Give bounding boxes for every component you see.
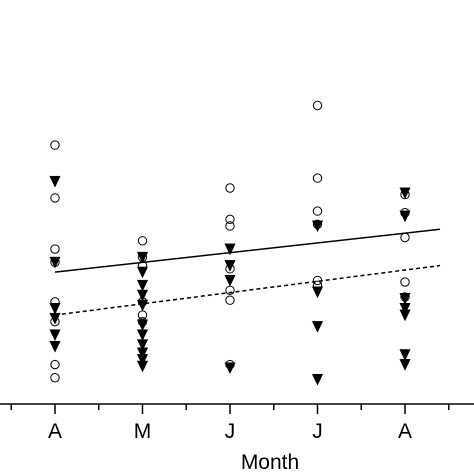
data-point-filled-triangle	[136, 299, 149, 312]
data-point-open-circle	[400, 277, 410, 287]
data-point-filled-triangle	[311, 321, 324, 333]
data-point-filled-triangle	[49, 340, 61, 353]
data-point-filled-triangle	[136, 289, 149, 302]
trend-line-dashed	[54, 264, 441, 316]
trend-line-solid	[54, 228, 441, 273]
data-point-filled-triangle	[399, 359, 411, 371]
x-tick-label: M	[134, 420, 152, 443]
data-point-open-circle	[50, 244, 60, 254]
data-point-filled-triangle	[399, 187, 411, 200]
data-point-open-circle	[50, 140, 60, 150]
data-point-filled-triangle	[136, 319, 149, 332]
data-point-filled-triangle	[399, 303, 411, 315]
data-point-open-circle	[312, 173, 323, 183]
data-point-filled-triangle	[136, 251, 149, 264]
data-point-open-circle	[137, 236, 148, 246]
data-point-filled-triangle	[399, 293, 411, 305]
data-point-filled-triangle	[311, 286, 324, 299]
data-point-filled-triangle	[224, 274, 236, 287]
data-point-open-circle	[312, 275, 323, 286]
data-point-filled-triangle	[399, 309, 411, 322]
data-point-filled-triangle	[49, 256, 61, 269]
data-point-filled-triangle	[136, 329, 149, 342]
data-point-filled-triangle	[399, 349, 411, 361]
data-point-filled-triangle	[49, 312, 61, 325]
data-point-open-circle	[225, 183, 235, 193]
data-point-open-circle	[400, 232, 410, 243]
data-point-open-circle	[312, 100, 323, 111]
data-points	[49, 100, 411, 386]
data-point-filled-triangle	[136, 339, 149, 352]
data-point-filled-triangle	[49, 175, 61, 188]
data-point-filled-triangle	[311, 373, 324, 386]
data-point-filled-triangle	[136, 354, 149, 366]
data-point-open-circle	[50, 373, 60, 383]
x-axis-title: Month	[241, 451, 299, 474]
data-point-filled-triangle	[136, 266, 149, 279]
data-point-filled-triangle	[136, 279, 149, 292]
data-point-open-circle	[225, 214, 235, 225]
data-point-filled-triangle	[311, 220, 324, 233]
data-point-filled-triangle	[399, 210, 411, 223]
data-point-open-circle	[312, 206, 323, 216]
data-point-filled-triangle	[136, 360, 149, 373]
data-point-open-circle	[225, 295, 235, 305]
data-point-filled-triangle	[224, 243, 236, 256]
data-point-open-circle	[50, 359, 60, 370]
data-point-filled-triangle	[49, 329, 61, 342]
data-point-filled-triangle	[224, 260, 236, 272]
x-tick-label: J	[312, 420, 323, 443]
x-tick-label: J	[225, 420, 236, 443]
data-point-open-circle	[225, 221, 235, 231]
data-point-open-circle	[50, 193, 60, 203]
data-point-filled-triangle	[136, 347, 149, 360]
x-tick-label: A	[398, 420, 412, 443]
data-point-filled-triangle	[49, 303, 61, 315]
data-point-filled-triangle	[224, 362, 236, 375]
x-tick-label: A	[48, 420, 62, 443]
trend-lines	[54, 228, 441, 316]
